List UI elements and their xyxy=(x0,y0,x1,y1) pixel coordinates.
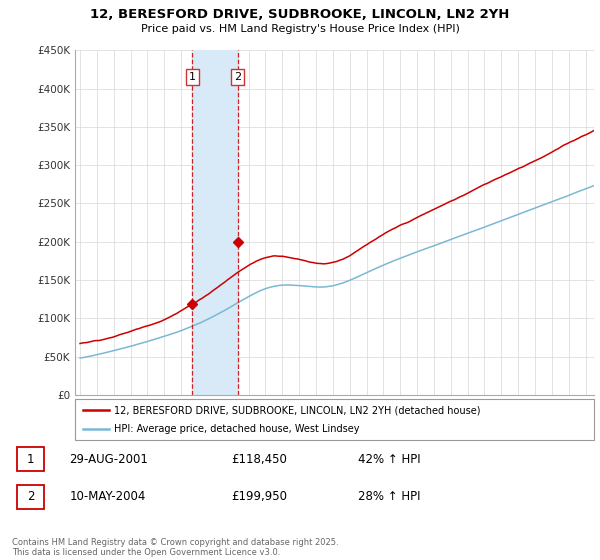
FancyBboxPatch shape xyxy=(17,484,44,509)
Text: 1: 1 xyxy=(26,452,34,465)
FancyBboxPatch shape xyxy=(75,399,594,440)
Text: HPI: Average price, detached house, West Lindsey: HPI: Average price, detached house, West… xyxy=(114,424,359,433)
Text: 1: 1 xyxy=(189,72,196,82)
Text: 10-MAY-2004: 10-MAY-2004 xyxy=(70,491,146,503)
Bar xyxy=(192,50,238,395)
Text: 42% ↑ HPI: 42% ↑ HPI xyxy=(358,452,420,465)
Text: £199,950: £199,950 xyxy=(231,491,287,503)
Text: 29-AUG-2001: 29-AUG-2001 xyxy=(70,452,148,465)
Text: 2: 2 xyxy=(234,72,241,82)
Text: 28% ↑ HPI: 28% ↑ HPI xyxy=(358,491,420,503)
Text: 2: 2 xyxy=(26,491,34,503)
Text: Price paid vs. HM Land Registry's House Price Index (HPI): Price paid vs. HM Land Registry's House … xyxy=(140,24,460,34)
Text: Contains HM Land Registry data © Crown copyright and database right 2025.
This d: Contains HM Land Registry data © Crown c… xyxy=(12,538,338,557)
Text: £118,450: £118,450 xyxy=(231,452,287,465)
Text: 12, BERESFORD DRIVE, SUDBROOKE, LINCOLN, LN2 2YH: 12, BERESFORD DRIVE, SUDBROOKE, LINCOLN,… xyxy=(91,8,509,21)
Text: 12, BERESFORD DRIVE, SUDBROOKE, LINCOLN, LN2 2YH (detached house): 12, BERESFORD DRIVE, SUDBROOKE, LINCOLN,… xyxy=(114,405,481,415)
FancyBboxPatch shape xyxy=(17,447,44,472)
